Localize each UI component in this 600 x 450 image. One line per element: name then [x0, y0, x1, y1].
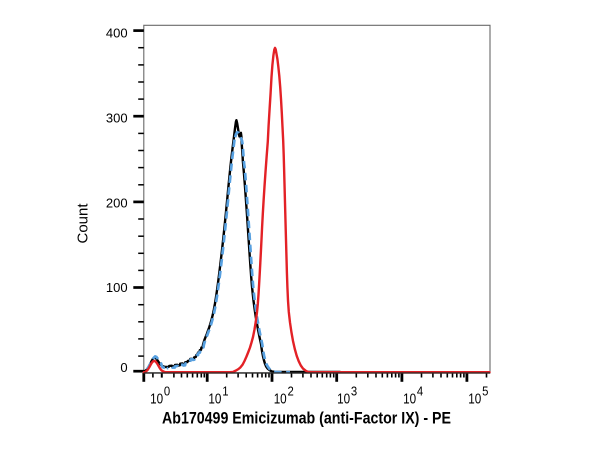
svg-text:Count: Count	[75, 203, 92, 244]
svg-text:0: 0	[164, 384, 170, 399]
svg-text:400: 400	[106, 26, 128, 41]
svg-text:10: 10	[337, 392, 350, 408]
svg-text:3: 3	[351, 384, 357, 399]
svg-text:4: 4	[417, 384, 423, 399]
svg-text:2: 2	[288, 384, 294, 399]
svg-text:1: 1	[222, 384, 228, 399]
svg-text:300: 300	[106, 111, 128, 126]
svg-text:0: 0	[120, 360, 127, 375]
svg-text:5: 5	[482, 384, 488, 399]
svg-text:10: 10	[468, 392, 481, 408]
svg-text:10: 10	[274, 392, 287, 408]
svg-text:10: 10	[403, 392, 416, 408]
svg-text:100: 100	[106, 280, 128, 295]
svg-text:200: 200	[106, 195, 128, 210]
svg-text:10: 10	[208, 392, 221, 408]
svg-text:Ab170499 Emicizumab (anti-Fact: Ab170499 Emicizumab (anti-Factor IX) - P…	[162, 409, 451, 428]
svg-text:10: 10	[150, 392, 163, 408]
